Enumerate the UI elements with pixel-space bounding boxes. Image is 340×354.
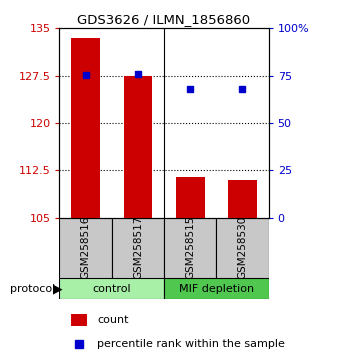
Bar [71, 38, 100, 218]
Bar [71, 314, 87, 326]
Text: ▶: ▶ [53, 282, 63, 295]
Text: percentile rank within the sample: percentile rank within the sample [97, 339, 285, 349]
Bar [216, 218, 269, 278]
Bar [228, 180, 257, 218]
Bar [123, 76, 152, 218]
Text: MIF depletion: MIF depletion [179, 284, 254, 293]
Title: GDS3626 / ILMN_1856860: GDS3626 / ILMN_1856860 [78, 13, 251, 26]
Text: control: control [92, 284, 131, 293]
Bar [164, 218, 216, 278]
Text: count: count [97, 315, 129, 325]
Text: GSM258517: GSM258517 [133, 216, 143, 280]
Bar [164, 278, 269, 299]
Bar [59, 218, 112, 278]
Text: GSM258516: GSM258516 [81, 216, 91, 280]
Text: GSM258530: GSM258530 [237, 216, 248, 279]
Bar [112, 218, 164, 278]
Bar [59, 278, 164, 299]
Text: GSM258515: GSM258515 [185, 216, 195, 280]
Bar [176, 177, 205, 218]
Text: protocol: protocol [10, 284, 55, 293]
